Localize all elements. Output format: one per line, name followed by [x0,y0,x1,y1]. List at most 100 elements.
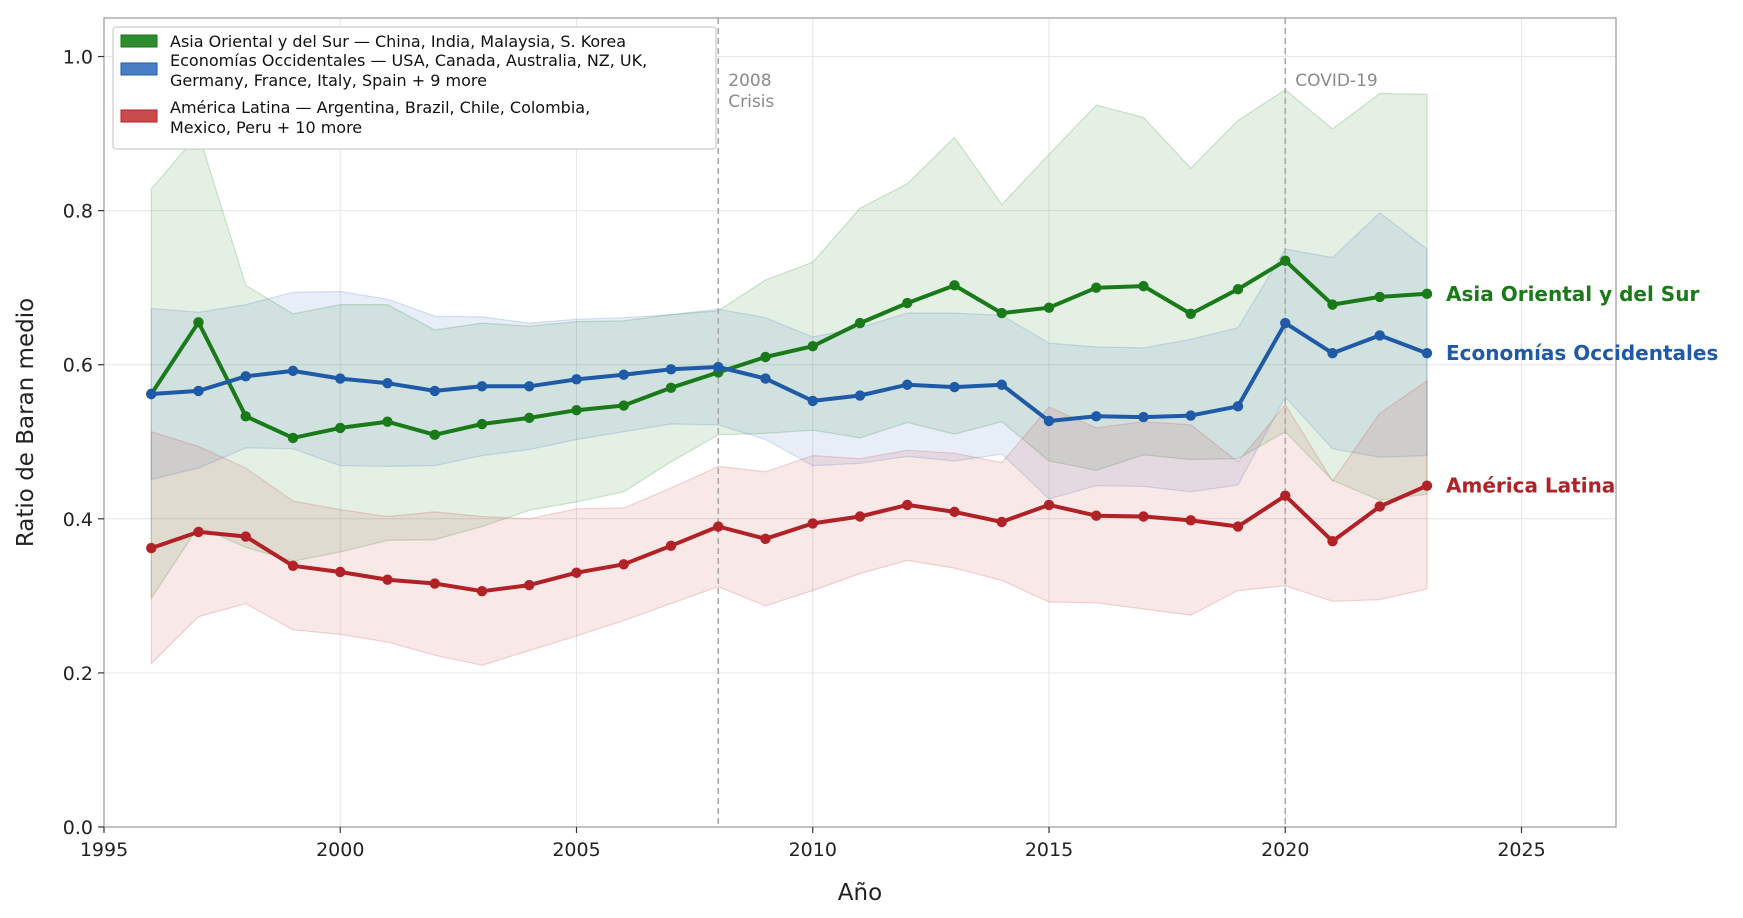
data-point [476,418,488,430]
data-point [476,381,488,392]
data-point [996,516,1007,528]
data-point [713,521,724,532]
x-tick-label: 2000 [316,839,364,861]
legend-label: Mexico, Peru + 10 more [170,118,362,137]
data-point [1138,411,1149,423]
data-point [1043,499,1055,511]
y-tick-label: 1.0 [63,47,93,69]
data-point [1421,347,1433,359]
data-point [1091,510,1102,521]
y-tick-label: 0.2 [63,663,93,685]
data-point [571,567,582,578]
data-point [429,578,440,589]
data-point [665,382,677,394]
data-point [524,579,535,591]
event-label: 2008 [728,71,771,91]
data-point [760,533,771,545]
data-point [287,365,299,377]
data-point [476,586,488,597]
data-point [1185,515,1196,526]
data-point [335,566,346,578]
data-point [382,574,393,585]
data-point [287,560,299,572]
data-point [1091,282,1102,293]
series-line [149,258,1428,440]
data-point [1091,411,1102,422]
legend-swatch [120,109,158,123]
data-point [902,297,913,309]
x-tick-label: 2020 [1261,839,1309,861]
band-asia-oriental-y-del-sur [150,88,1428,601]
legend-swatch [120,62,158,76]
data-point [996,307,1007,319]
series-line [150,483,1428,594]
data-point [240,411,251,422]
data-point [571,404,582,416]
data-point [807,518,818,529]
data-point [382,378,393,389]
data-point [807,341,818,352]
data-point [1280,255,1291,266]
data-point [1232,521,1244,532]
series-line [151,321,1428,423]
confidence-bands [150,88,1428,666]
end-label: América Latina [1446,474,1615,498]
data-point [1374,501,1385,512]
data-point [1043,302,1055,313]
data-point [1421,480,1433,491]
x-tick-label: 2025 [1497,839,1545,861]
data-point [1138,511,1149,522]
data-point [1327,299,1338,310]
data-point [429,385,440,397]
data-point [760,373,771,384]
data-point [1232,284,1244,295]
data-point [1374,291,1385,303]
data-point [240,371,251,382]
data-point [1421,288,1433,300]
y-tick-label: 0.0 [63,817,93,839]
y-axis-title: Ratio de Baran medio [13,298,39,547]
data-point [760,351,771,363]
data-point [1327,347,1338,359]
data-point [193,526,204,538]
x-axis-title: Año [838,880,882,906]
data-point [618,400,629,411]
data-point [902,499,913,511]
x-tick-label: 2015 [1025,839,1073,861]
data-point [618,559,629,570]
data-point [902,379,913,390]
legend-label: América Latina — Argentina, Brazil, Chil… [170,98,590,117]
data-point [193,317,204,328]
data-point [429,429,440,441]
data-point [1185,410,1196,421]
legend: Asia Oriental y del Sur — China, India, … [112,26,717,150]
legend-label: Asia Oriental y del Sur — China, India, … [170,32,626,51]
data-point [1280,317,1291,329]
y-tick-label: 0.8 [63,201,93,223]
data-point [949,381,960,393]
end-label: Asia Oriental y del Sur [1446,282,1699,306]
data-point [1374,330,1385,341]
x-tick-label: 1995 [80,839,128,861]
data-point [665,540,677,551]
data-point [618,369,629,380]
data-point [949,280,960,291]
legend-label: Economías Occidentales — USA, Canada, Au… [170,51,647,70]
axes: 1995 2000 2005 2010 2015 2020 2025 0.0 0.2 0.4 0.6… [63,47,1546,861]
event-label: Crisis [728,92,774,112]
legend-box [112,26,717,150]
data-point [1185,308,1196,320]
data-point [854,390,866,401]
event-label: COVID-19 [1295,71,1377,91]
x-tick-label: 2005 [552,839,600,861]
data-point [287,432,299,444]
data-point [335,422,346,434]
data-point [335,373,346,384]
data-point [1232,401,1244,412]
data-point [949,506,960,518]
y-tick-label: 0.4 [63,509,93,531]
data-point [996,379,1007,390]
